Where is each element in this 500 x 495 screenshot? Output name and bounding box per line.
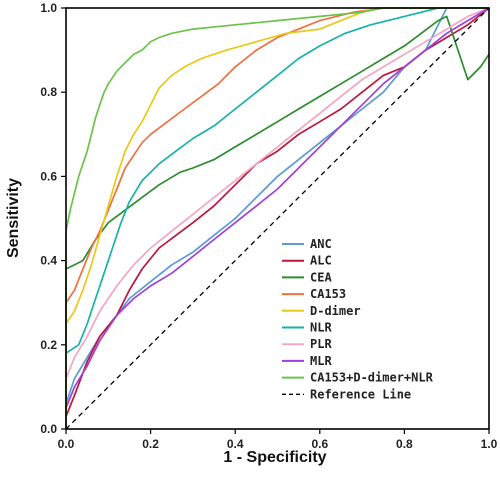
- series-line-ca153-d-dimer-nlr: [65, 7, 489, 429]
- axes: 0.00.0 0.2 0.2 0.4 0.4 0.6 0.6 0.8 0.8 1.0 1.0: [40, 1, 497, 451]
- y-axis-title: Sensitivity: [5, 178, 22, 258]
- plot-frame: [65, 7, 490, 430]
- x-tick-label: 0.0: [58, 437, 75, 451]
- series-line-mlr: [65, 7, 490, 429]
- legend-label: PLR: [310, 337, 332, 351]
- legend-label: NLR: [310, 321, 332, 335]
- series-line-reference-line: [65, 7, 490, 430]
- legend: ANC ALC CEA CA153 D-dimer NLR PLR MLR CA153+D-di…: [282, 237, 434, 401]
- legend-label: ALC: [310, 254, 332, 268]
- y-tick-label: 0.6: [40, 169, 57, 183]
- legend-label: D-dimer: [310, 304, 361, 318]
- y-tick-label: 0.8: [40, 85, 57, 99]
- x-tick-label: 0.4: [227, 437, 244, 451]
- x-tick-label: 0.2: [142, 437, 159, 451]
- series-line-ca153: [65, 7, 489, 429]
- legend-label: CA153+D-dimer+NLR: [310, 371, 434, 385]
- y-tick-label: 0.2: [40, 338, 57, 352]
- plot-lines: [65, 7, 490, 430]
- y-tick-label: 1.0: [40, 1, 57, 15]
- x-tick-label: 0.6: [311, 437, 328, 451]
- x-tick-label: 1.0: [481, 437, 498, 451]
- x-tick-label: 0.8: [396, 437, 413, 451]
- legend-label: CEA: [310, 270, 332, 284]
- series-line-nlr: [65, 7, 489, 429]
- series-line-plr: [65, 7, 490, 429]
- y-tick-label: 0.4: [40, 254, 57, 268]
- y-tick-label: 0.0: [40, 422, 57, 436]
- series-line-d-dimer: [65, 7, 489, 429]
- legend-label: ANC: [310, 237, 332, 251]
- legend-label: Reference Line: [310, 387, 411, 401]
- series-line-cea: [65, 15, 490, 429]
- legend-label: CA153: [310, 287, 346, 301]
- x-axis-title: 1 - Specificity: [223, 449, 326, 466]
- legend-label: MLR: [310, 354, 332, 368]
